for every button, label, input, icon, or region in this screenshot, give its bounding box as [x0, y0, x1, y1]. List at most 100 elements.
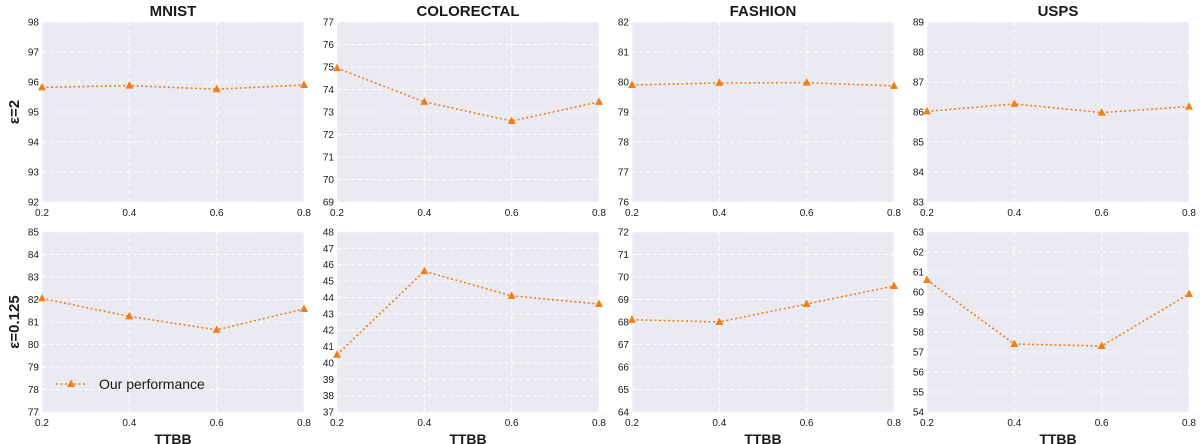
y-tick-label: 76 — [618, 198, 630, 209]
x-tick-label: 0.6 — [800, 418, 814, 429]
y-tick-label: 71 — [618, 250, 630, 261]
chart-panel-2: 69 70 71 72 73 74 75 76 77 0.2 0.4 0.6 0.8 COLORECTAL — [323, 3, 607, 219]
y-tick-label: 60 — [913, 288, 925, 299]
data-point-marker — [333, 63, 341, 72]
data-point-marker — [802, 78, 811, 86]
y-tick-label: 95 — [28, 108, 40, 119]
x-tick-label: 0.4 — [122, 418, 136, 429]
data-point-marker — [333, 350, 341, 358]
y-tick-label: 81 — [28, 318, 40, 329]
y-tick-label: 84 — [913, 168, 925, 179]
plot-area — [337, 232, 599, 412]
legend-label: Our performance — [99, 376, 205, 392]
x-tick-label: 0.2 — [625, 208, 639, 219]
x-axis-label: TTBB — [744, 431, 781, 444]
data-point-marker — [715, 78, 724, 86]
y-tick-label: 42 — [323, 326, 335, 337]
x-tick-label: 0.8 — [1182, 418, 1196, 429]
data-point-marker — [300, 304, 308, 312]
x-tick-label: 0.6 — [505, 208, 519, 219]
y-tick-label: 97 — [28, 48, 40, 59]
y-tick-label: 92 — [28, 198, 40, 209]
y-tick-label: 67 — [618, 340, 630, 351]
data-point-marker — [890, 81, 898, 89]
x-tick-label: 0.2 — [35, 208, 49, 219]
y-tick-label: 46 — [323, 260, 335, 271]
y-tick-label: 79 — [28, 363, 40, 374]
y-tick-label: 88 — [913, 48, 925, 59]
data-point-marker — [125, 311, 134, 320]
data-point-marker — [595, 299, 603, 307]
y-tick-label: 69 — [618, 295, 630, 306]
y-tick-label: 87 — [913, 78, 925, 89]
y-tick-label: 77 — [618, 168, 630, 179]
plot-area — [42, 22, 304, 202]
y-tick-label: 68 — [618, 318, 630, 329]
plot-area — [632, 232, 894, 412]
y-tick-label: 37 — [323, 408, 335, 419]
data-point-marker — [628, 315, 636, 323]
series-line — [41, 84, 305, 91]
y-tick-label: 57 — [913, 348, 925, 359]
x-tick-label: 0.8 — [887, 418, 901, 429]
y-tick-label: 79 — [618, 108, 630, 119]
x-tick-label: 0.6 — [210, 418, 224, 429]
x-tick-label: 0.2 — [920, 418, 934, 429]
series-line — [336, 67, 600, 122]
y-tick-label: 89 — [913, 18, 925, 29]
y-tick-label: 47 — [323, 244, 335, 255]
series-line — [336, 270, 600, 356]
data-point-marker — [1185, 102, 1193, 110]
x-tick-label: 0.8 — [592, 208, 606, 219]
data-point-marker — [1185, 289, 1193, 297]
data-point-marker — [507, 291, 516, 299]
data-point-marker — [38, 293, 46, 302]
y-tick-label: 77 — [323, 18, 335, 29]
y-tick-label: 85 — [28, 228, 40, 239]
legend: Our performance — [56, 376, 205, 392]
plot-area — [927, 232, 1189, 412]
data-point-marker — [595, 97, 603, 105]
y-tick-label: 83 — [28, 273, 40, 284]
data-point-marker — [420, 266, 429, 275]
y-tick-label: 82 — [618, 18, 630, 29]
y-tick-label: 98 — [28, 18, 40, 29]
x-tick-label: 0.2 — [625, 418, 639, 429]
x-tick-label: 0.2 — [35, 418, 49, 429]
y-tick-label: 59 — [913, 308, 925, 319]
data-point-marker — [125, 81, 134, 89]
series-line — [926, 279, 1190, 347]
x-tick-label: 0.4 — [712, 208, 726, 219]
x-tick-label: 0.4 — [122, 208, 136, 219]
x-axis-label: TTBB — [1039, 431, 1076, 444]
y-tick-label: 62 — [913, 248, 925, 259]
y-tick-label: 56 — [913, 368, 925, 379]
x-tick-label: 0.4 — [417, 418, 431, 429]
series-line — [926, 103, 1190, 114]
series-line — [631, 81, 895, 87]
x-tick-label: 0.4 — [712, 418, 726, 429]
chart-title: COLORECTAL — [416, 3, 519, 20]
y-tick-label: 82 — [28, 295, 40, 306]
data-point-marker — [300, 80, 308, 88]
x-tick-label: 0.6 — [1095, 418, 1109, 429]
y-tick-label: 66 — [618, 363, 630, 374]
x-axis-label: TTBB — [449, 431, 486, 444]
chart-panel-5: 77 78 79 80 81 82 83 84 85 0.2 0.4 0.6 0.8 TTBB — [28, 228, 312, 444]
y-tick-label: 70 — [618, 273, 630, 284]
x-tick-label: 0.4 — [1007, 418, 1021, 429]
plot-area — [337, 22, 599, 202]
x-tick-label: 0.6 — [1095, 208, 1109, 219]
x-tick-label: 0.8 — [887, 208, 901, 219]
y-tick-label: 84 — [28, 250, 40, 261]
x-tick-label: 0.2 — [330, 208, 344, 219]
y-tick-label: 45 — [323, 277, 335, 288]
x-tick-label: 0.2 — [330, 418, 344, 429]
y-tick-label: 81 — [618, 48, 630, 59]
data-point-marker — [923, 275, 931, 283]
chart-panel-8: 54 55 56 57 58 59 60 61 62 63 0.2 0.4 0.6 0.8 TTBB — [913, 228, 1197, 444]
data-point-marker — [212, 325, 221, 333]
y-tick-label: 73 — [323, 108, 335, 119]
chart-panel-6: 37 38 39 40 41 42 43 44 45 46 47 48 0.2 0.4 0.6 0.8 TTBB — [323, 228, 607, 444]
